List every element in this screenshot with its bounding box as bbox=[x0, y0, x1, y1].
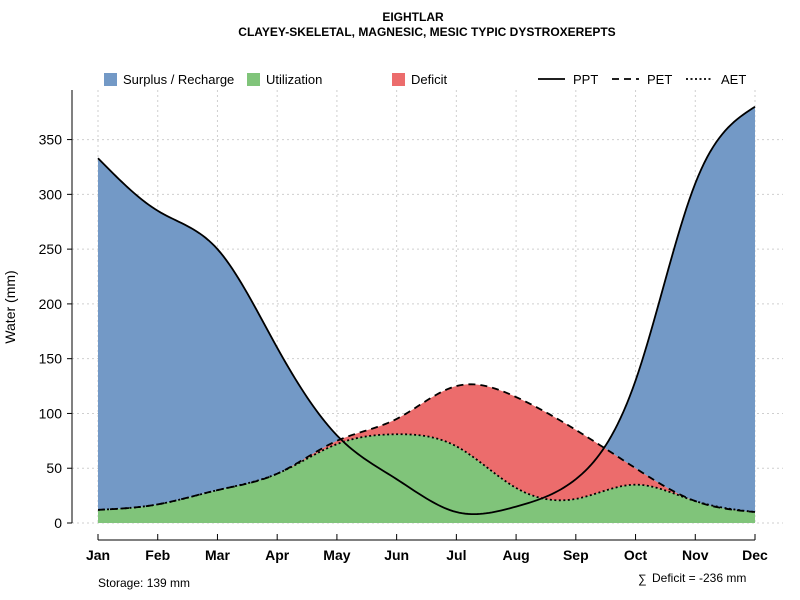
y-axis-label: Water (mm) bbox=[2, 270, 18, 343]
deficit-note: Deficit = -236 mm bbox=[652, 571, 746, 585]
x-tick-label: Jul bbox=[446, 547, 466, 563]
x-tick-label: Oct bbox=[624, 547, 648, 563]
surplus-area bbox=[98, 106, 755, 513]
axes: 0 50 100 150 200 250 300 350 Jan Feb Mar Apr May Jun J… bbox=[39, 90, 768, 563]
x-tick-label: Nov bbox=[682, 547, 709, 563]
storage-note: Storage: 139 mm bbox=[98, 576, 190, 590]
x-tick-label: Mar bbox=[205, 547, 230, 563]
y-tick-label: 0 bbox=[54, 515, 62, 531]
chart-title: EIGHTLAR bbox=[382, 10, 444, 24]
series-lines bbox=[97, 105, 756, 516]
legend: Surplus / Recharge Utilization Deficit PPT P… bbox=[104, 72, 746, 87]
legend-label: PPT bbox=[573, 72, 598, 87]
legend-label: Utilization bbox=[266, 72, 322, 87]
legend-label: PET bbox=[647, 72, 672, 87]
chart-subtitle: CLAYEY-SKELETAL, MAGNESIC, MESIC TYPIC D… bbox=[238, 25, 615, 39]
y-tick-label: 150 bbox=[39, 351, 63, 367]
y-tick-label: 200 bbox=[39, 296, 63, 312]
x-tick-label: Feb bbox=[145, 547, 170, 563]
y-tick-label: 50 bbox=[46, 460, 62, 476]
y-tick-label: 100 bbox=[39, 405, 63, 421]
deficit-symbol: ∑ bbox=[638, 572, 647, 586]
utilization-area bbox=[98, 434, 755, 523]
x-tick-label: May bbox=[323, 547, 350, 563]
legend-label: AET bbox=[721, 72, 746, 87]
x-tick-label: Sep bbox=[563, 547, 589, 563]
y-tick-label: 300 bbox=[39, 186, 63, 202]
legend-label: Surplus / Recharge bbox=[123, 72, 234, 87]
x-tick-label: Aug bbox=[502, 547, 529, 563]
x-tick-label: Apr bbox=[265, 547, 290, 563]
legend-swatch-0 bbox=[104, 73, 117, 86]
fill-areas bbox=[98, 106, 755, 523]
y-tick-label: 350 bbox=[39, 132, 63, 148]
legend-swatch-1 bbox=[247, 73, 260, 86]
x-tick-label: Jun bbox=[384, 547, 409, 563]
legend-swatch-2 bbox=[392, 73, 405, 86]
x-tick-label: Dec bbox=[742, 547, 768, 563]
series-line-pet bbox=[97, 383, 756, 513]
x-tick-label: Jan bbox=[86, 547, 110, 563]
y-tick-label: 250 bbox=[39, 241, 63, 257]
legend-label: Deficit bbox=[411, 72, 448, 87]
deficit-area bbox=[98, 384, 755, 513]
series-line-ppt bbox=[97, 105, 756, 516]
